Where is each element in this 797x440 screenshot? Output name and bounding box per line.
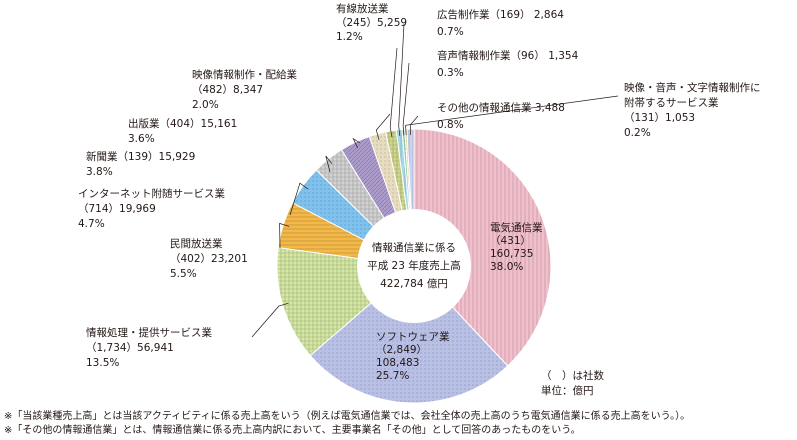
slice-label-10-name-value: 広告制作業（169） 2,864 [437,8,564,21]
pie-slice-1 [413,128,552,367]
slice-label-4-name: 民間放送業 [170,237,223,250]
slice-label-9-count-value: （245）5,259 [336,17,407,29]
slice-label-12-percent: 0.2% [624,127,651,139]
slice-label-11-name-value: 音声情報制作業（96） 1,354 [437,49,579,62]
slice-label-7-name-value: 出版業（404）15,161 [128,117,237,130]
leader-lines [251,23,619,338]
slice-label-8-percent: 2.0% [192,99,219,111]
leader-line-7 [352,137,361,148]
center-label-line3: 422,784 億円 [380,277,448,290]
slice-label-13-name-value: その他の情報通信業 3,488 [437,101,565,114]
donut-hole [357,209,471,323]
unit-note-unit: 単位：億円 [541,384,594,397]
slice-label-6-name-value: 新聞業（139）15,929 [86,150,195,163]
slice-label-7-percent: 3.6% [128,133,155,145]
slice-label-1-count: （431） [490,235,531,247]
leader-line-3 [251,302,289,338]
leader-line-12 [405,95,619,136]
slice-label-1-percent: 38.0% [490,261,523,273]
slice-label-1-name: 電気通信業 [490,221,543,234]
slice-label-12-name-2: 附帯するサービス業 [624,96,719,109]
slice-label-5-name: インターネット附随サービス業 [78,187,225,200]
slice-label-6-percent: 3.8% [86,166,113,178]
center-label-line2: 平成 23 年度売上高 [367,259,461,272]
slice-label-12-count-value: （131）1,053 [624,112,695,124]
leader-line-11 [402,62,410,136]
leader-line-6 [325,155,333,173]
slice-label-5-percent: 4.7% [78,218,105,230]
slice-label-3-count-value: （1,734）56,941 [86,342,174,354]
footnote-1: ※「当該業種売上高」とは当該アクティビティに係る売上高をいう（例えば電気通信業で… [4,411,691,422]
leader-line-13 [409,115,419,136]
slice-label-9-name: 有線放送業 [336,2,389,15]
leader-line-8 [375,113,391,140]
slice-label-2-count: （2,849） [376,344,427,356]
slice-label-3-name: 情報処理・提供サービス業 [86,326,212,339]
slice-label-12-name-1: 映像・音声・文字情報制作に [624,81,761,94]
slice-label-1-value: 160,735 [490,248,533,260]
slice-label-2-percent: 25.7% [376,370,409,382]
slice-label-5-count-value: （714）19,969 [78,203,156,215]
footnote-2: ※「その他の情報通信業」とは、情報通信業に係る売上高内訳において、主要事業名「そ… [4,425,581,436]
leader-line-5 [289,182,309,216]
slice-label-8-name: 映像情報制作・配給業 [192,68,297,81]
slice-label-4-count-value: （402）23,201 [170,253,248,265]
slice-label-2-name: ソフトウェア業 [376,330,450,343]
slice-label-2-value: 108,483 [376,357,419,369]
slice-label-3-percent: 13.5% [86,357,119,369]
slice-label-4-percent: 5.5% [170,268,197,280]
unit-note-count: （ ）は社数 [541,369,604,382]
pie-slice-2 [309,265,509,404]
center-label-line1: 情報通信業に係る [372,241,456,254]
slice-label-9-percent: 1.2% [336,31,363,43]
leader-line-4 [279,222,290,249]
slice-label-8-count-value: （482）8,347 [192,84,263,96]
slice-label-10-percent: 0.7% [437,26,464,38]
leader-line-10 [398,23,405,136]
leader-line-9 [389,47,398,137]
slice-label-11-percent: 0.3% [437,67,464,79]
slice-label-13-percent: 0.8% [437,119,464,131]
